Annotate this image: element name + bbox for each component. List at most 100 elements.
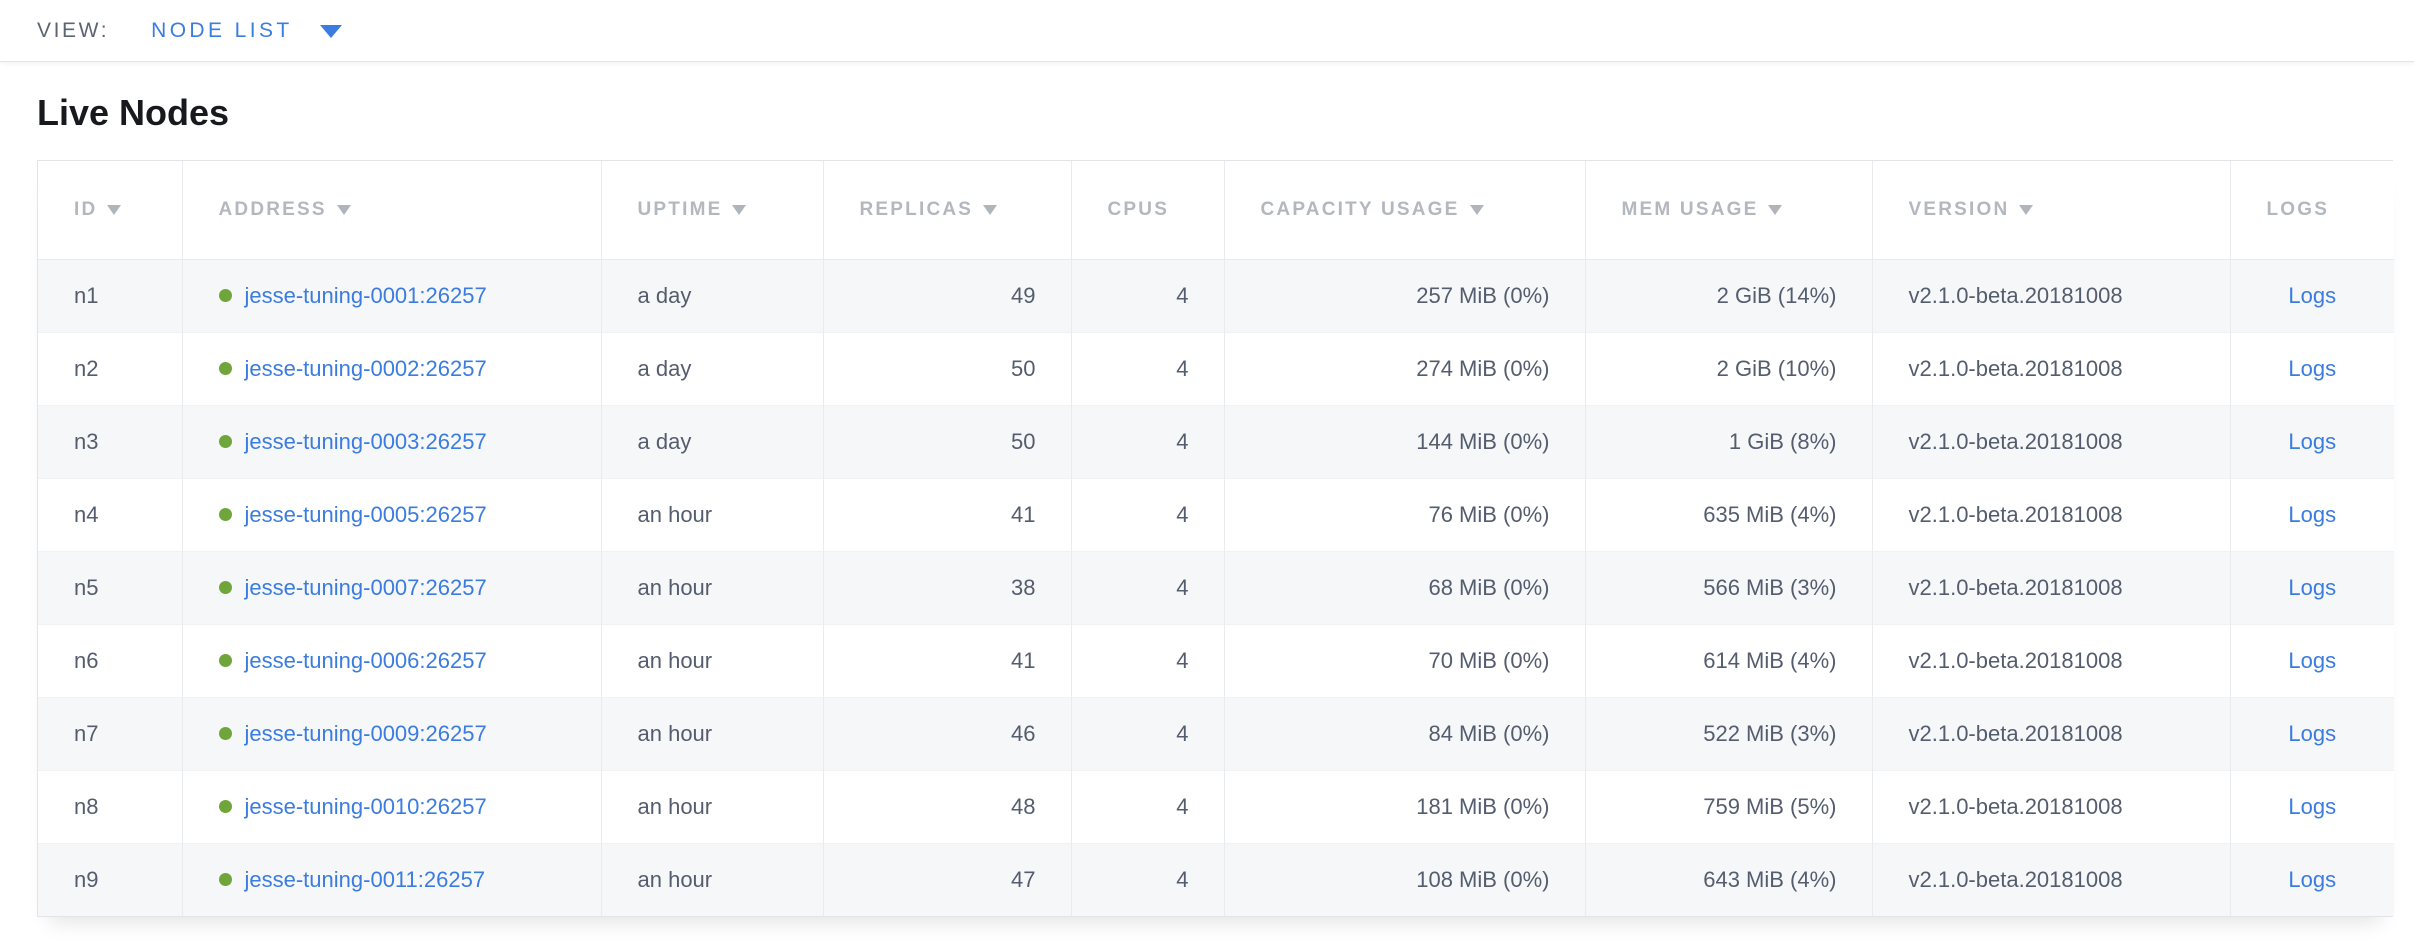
cell-version: v2.1.0-beta.20181008 [1872, 696, 2231, 770]
cell-cpus: 4 [1071, 331, 1225, 405]
cell-replicas: 41 [823, 477, 1072, 551]
cell-node-address: jesse-tuning-0006:26257 [182, 623, 602, 697]
cell-version: v2.1.0-beta.20181008 [1872, 259, 2231, 332]
cell-cpus: 4 [1071, 477, 1225, 551]
logs-link[interactable]: Logs [2288, 282, 2337, 308]
logs-link[interactable]: Logs [2288, 428, 2337, 454]
column-header-version[interactable]: VERSION [1872, 161, 2231, 260]
sort-desc-icon [2019, 204, 2034, 215]
cell-mem-usage: 635 MiB (4%) [1585, 477, 1873, 551]
sort-desc-icon [107, 204, 122, 215]
cell-uptime: a day [601, 259, 824, 332]
cell-cpus: 4 [1071, 259, 1225, 332]
cell-logs: Logs [2230, 550, 2394, 624]
node-address-link[interactable]: jesse-tuning-0003:26257 [244, 428, 487, 454]
node-address-link[interactable]: jesse-tuning-0010:26257 [244, 793, 487, 819]
sort-desc-icon [1469, 204, 1484, 215]
cell-logs: Logs [2230, 842, 2394, 916]
cell-uptime: an hour [601, 623, 824, 697]
view-label: VIEW: [37, 18, 110, 42]
cell-node-id: n4 [38, 477, 183, 551]
cell-node-id: n6 [38, 623, 183, 697]
node-address-link[interactable]: jesse-tuning-0006:26257 [244, 647, 487, 673]
logs-link[interactable]: Logs [2288, 501, 2337, 527]
logs-link[interactable]: Logs [2288, 866, 2337, 892]
column-header-mem-usage[interactable]: MEM USAGE [1585, 161, 1873, 260]
cell-replicas: 48 [823, 769, 1072, 843]
cell-node-id: n8 [38, 769, 183, 843]
cell-version: v2.1.0-beta.20181008 [1872, 769, 2231, 843]
cell-node-address: jesse-tuning-0005:26257 [182, 477, 602, 551]
cell-uptime: a day [601, 331, 824, 405]
cell-mem-usage: 522 MiB (3%) [1585, 696, 1873, 770]
node-address-link[interactable]: jesse-tuning-0009:26257 [244, 720, 487, 746]
node-address-link[interactable]: jesse-tuning-0002:26257 [244, 355, 487, 381]
view-dropdown[interactable]: NODE LIST [151, 18, 293, 42]
logs-link[interactable]: Logs [2288, 793, 2337, 819]
cell-logs: Logs [2230, 477, 2394, 551]
cell-capacity-usage: 274 MiB (0%) [1224, 331, 1586, 405]
cell-version: v2.1.0-beta.20181008 [1872, 404, 2231, 478]
cell-capacity-usage: 257 MiB (0%) [1224, 259, 1586, 332]
cell-logs: Logs [2230, 331, 2394, 405]
cell-replicas: 38 [823, 550, 1072, 624]
table-row: n7 jesse-tuning-0009:26257 an hour 46 4 … [38, 696, 2394, 770]
cell-replicas: 50 [823, 404, 1072, 478]
cell-capacity-usage: 144 MiB (0%) [1224, 404, 1586, 478]
node-live-status-icon [218, 435, 232, 449]
sort-desc-icon [732, 204, 747, 215]
cell-mem-usage: 2 GiB (14%) [1585, 259, 1873, 332]
cell-mem-usage: 2 GiB (10%) [1585, 331, 1873, 405]
node-live-status-icon [218, 289, 232, 303]
view-selector-bar: VIEW: NODE LIST [0, 0, 2414, 62]
cell-version: v2.1.0-beta.20181008 [1872, 842, 2231, 916]
cell-replicas: 41 [823, 623, 1072, 697]
logs-link[interactable]: Logs [2288, 355, 2337, 381]
cell-version: v2.1.0-beta.20181008 [1872, 477, 2231, 551]
chevron-down-icon[interactable] [319, 25, 342, 38]
cell-cpus: 4 [1071, 623, 1225, 697]
cell-mem-usage: 1 GiB (8%) [1585, 404, 1873, 478]
column-header-id[interactable]: ID [38, 161, 183, 260]
logs-link[interactable]: Logs [2288, 720, 2337, 746]
table-row: n3 jesse-tuning-0003:26257 a day 50 4 14… [38, 404, 2394, 478]
sort-desc-icon [983, 204, 998, 215]
cell-node-id: n9 [38, 842, 183, 916]
cell-uptime: an hour [601, 842, 824, 916]
table-row: n2 jesse-tuning-0002:26257 a day 50 4 27… [38, 331, 2394, 405]
cell-node-address: jesse-tuning-0003:26257 [182, 404, 602, 478]
cell-mem-usage: 566 MiB (3%) [1585, 550, 1873, 624]
node-live-status-icon [218, 508, 232, 522]
cell-uptime: an hour [601, 696, 824, 770]
column-header-replicas[interactable]: REPLICAS [823, 161, 1072, 260]
cell-replicas: 49 [823, 259, 1072, 332]
node-address-link[interactable]: jesse-tuning-0005:26257 [244, 501, 487, 527]
column-header-address[interactable]: ADDRESS [182, 161, 602, 260]
logs-link[interactable]: Logs [2288, 647, 2337, 673]
cell-version: v2.1.0-beta.20181008 [1872, 623, 2231, 697]
node-live-status-icon [218, 727, 232, 741]
cell-replicas: 46 [823, 696, 1072, 770]
table-row: n8 jesse-tuning-0010:26257 an hour 48 4 … [38, 769, 2394, 843]
node-address-link[interactable]: jesse-tuning-0011:26257 [244, 866, 486, 892]
column-header-capacity-usage[interactable]: CAPACITY USAGE [1224, 161, 1586, 260]
cell-cpus: 4 [1071, 550, 1225, 624]
cell-cpus: 4 [1071, 769, 1225, 843]
cell-cpus: 4 [1071, 842, 1225, 916]
node-address-link[interactable]: jesse-tuning-0007:26257 [244, 574, 487, 600]
page-title: Live Nodes [37, 92, 230, 133]
cell-mem-usage: 643 MiB (4%) [1585, 842, 1873, 916]
logs-link[interactable]: Logs [2288, 574, 2337, 600]
cell-node-address: jesse-tuning-0001:26257 [182, 259, 602, 332]
cell-mem-usage: 614 MiB (4%) [1585, 623, 1873, 697]
cell-mem-usage: 759 MiB (5%) [1585, 769, 1873, 843]
table-row: n4 jesse-tuning-0005:26257 an hour 41 4 … [38, 477, 2394, 551]
cell-node-address: jesse-tuning-0011:26257 [182, 842, 602, 916]
cell-capacity-usage: 84 MiB (0%) [1224, 696, 1586, 770]
cell-node-address: jesse-tuning-0007:26257 [182, 550, 602, 624]
column-header-uptime[interactable]: UPTIME [601, 161, 824, 260]
node-address-link[interactable]: jesse-tuning-0001:26257 [244, 282, 487, 308]
cell-capacity-usage: 76 MiB (0%) [1224, 477, 1586, 551]
column-header-logs: LOGS [2230, 161, 2394, 260]
cell-uptime: an hour [601, 550, 824, 624]
